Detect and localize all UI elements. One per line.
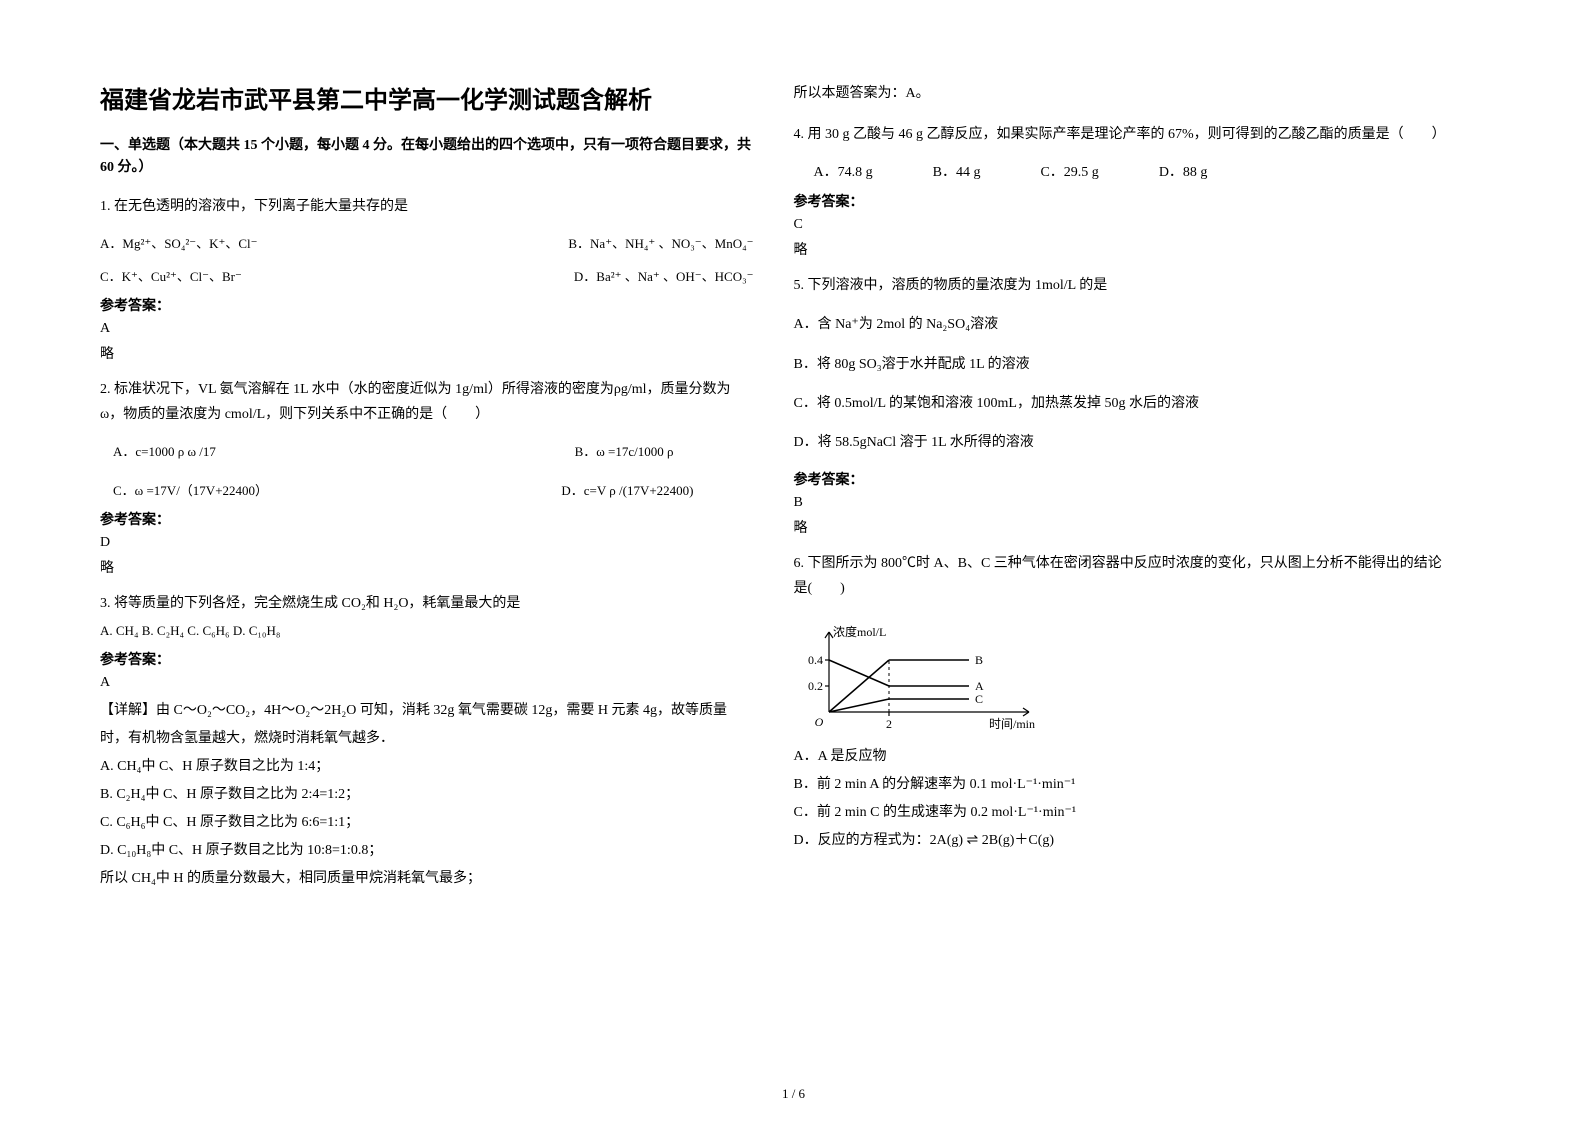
page-footer: 1 / 6 (0, 1086, 1587, 1102)
q4-note: 略 (794, 239, 1448, 259)
q6-chart: 0.2 0.4 2 BAC 浓度mol/L 时间/min O (794, 622, 1054, 732)
q6-stem: 6. 下图所示为 800℃时 A、B、C 三种气体在密闭容器中反应时浓度的变化，… (794, 551, 1448, 601)
q3-ans-label: 参考答案： (100, 649, 754, 669)
q2-optA: A．c=1000 ρ ω /17 (113, 441, 216, 460)
svg-text:C: C (975, 692, 983, 706)
q5-optD: D．将 58.5gNaCl 溶于 1L 水所得的溶液 (794, 430, 1448, 455)
svg-text:B: B (975, 653, 983, 667)
q5-optC: C．将 0.5mol/L 的某饱和溶液 100mL，加热蒸发掉 50g 水后的溶… (794, 391, 1448, 416)
q3-d2: B. C₂H₄中 C、H 原子数目之比为 2:4=1:2； (100, 781, 754, 809)
q4-optB: B．44 g (933, 161, 981, 181)
q3-d4: D. C₁₀H₈中 C、H 原子数目之比为 10:8=1:0.8； (100, 837, 754, 865)
q2-optC: C．ω =17V/（17V+22400） (113, 480, 268, 499)
q1-optC: C．K⁺、Cu²⁺、Cl⁻、Br⁻ (100, 266, 242, 285)
q4-ans: C (794, 217, 1448, 233)
q1-optB: B．Na⁺、NH₄⁺ 、NO₃⁻、MnO₄⁻ (568, 233, 753, 252)
q3-stem: 3. 将等质量的下列各烃，完全燃烧生成 CO₂和 H₂O，耗氧量最大的是 (100, 591, 754, 616)
q4-optC: C．29.5 g (1040, 161, 1098, 181)
q6-optC: C．前 2 min C 的生成速率为 0.2 mol·L⁻¹·min⁻¹ (794, 799, 1448, 827)
svg-text:O: O (814, 715, 823, 729)
q6-optD: D．反应的方程式为：2A(g) ⇌ 2B(g)＋C(g) (794, 827, 1448, 855)
q1-ans: A (100, 321, 754, 337)
q3-d5: 所以 CH₄中 H 的质量分数最大，相同质量甲烷消耗氧气最多； (100, 865, 754, 893)
section-head: 一、单选题（本大题共 15 个小题，每小题 4 分。在每小题给出的四个选项中，只… (100, 135, 754, 180)
q3-d6: 所以本题答案为：A。 (794, 80, 1448, 108)
q1-stem: 1. 在无色透明的溶液中，下列离子能大量共存的是 (100, 194, 754, 219)
page-title: 福建省龙岩市武平县第二中学高一化学测试题含解析 (100, 80, 754, 115)
svg-text:0.2: 0.2 (808, 679, 823, 693)
q3-opts: A. CH₄ B. C₂H₄ C. C₆H₆ D. C₁₀H₈ (100, 623, 754, 639)
svg-text:A: A (975, 679, 984, 693)
q4-optD: D．88 g (1159, 161, 1208, 181)
q1-ans-label: 参考答案： (100, 295, 754, 315)
q1-optD: D．Ba²⁺ 、Na⁺ 、OH⁻、HCO₃⁻ (574, 266, 754, 285)
svg-text:浓度mol/L: 浓度mol/L (833, 624, 886, 639)
q3-d3: C. C₆H₆中 C、H 原子数目之比为 6:6=1:1； (100, 809, 754, 837)
q5-optB: B．将 80g SO₃溶于水并配成 1L 的溶液 (794, 352, 1448, 377)
q2-optD: D．c=V ρ /(17V+22400) (561, 480, 693, 499)
q6-optA: A．A 是反应物 (794, 743, 1448, 771)
q5-note: 略 (794, 517, 1448, 537)
q1-note: 略 (100, 343, 754, 363)
svg-text:2: 2 (886, 717, 892, 731)
q5-optA: A．含 Na⁺为 2mol 的 Na₂SO₄溶液 (794, 312, 1448, 337)
q5-ans: B (794, 495, 1448, 511)
svg-text:时间/min: 时间/min (989, 717, 1035, 731)
q4-ans-label: 参考答案： (794, 191, 1448, 211)
q2-optB: B．ω =17c/1000 ρ (575, 441, 674, 460)
svg-text:0.4: 0.4 (808, 653, 823, 667)
q2-ans-label: 参考答案： (100, 509, 754, 529)
q2-note: 略 (100, 557, 754, 577)
q3-d0: 【详解】由 C～O₂～CO₂，4H～O₂～2H₂O 可知，消耗 32g 氧气需要… (100, 697, 754, 753)
q1-optA: A．Mg²⁺、SO₄²⁻、K⁺、Cl⁻ (100, 233, 258, 252)
q6-optB: B．前 2 min A 的分解速率为 0.1 mol·L⁻¹·min⁻¹ (794, 771, 1448, 799)
q3-ans: A (100, 675, 754, 691)
q3-d1: A. CH₄中 C、H 原子数目之比为 1:4； (100, 753, 754, 781)
q4-optA: A．74.8 g (814, 161, 873, 181)
q2-stem: 2. 标准状况下，VL 氨气溶解在 1L 水中（水的密度近似为 1g/ml）所得… (100, 377, 754, 427)
q5-stem: 5. 下列溶液中，溶质的物质的量浓度为 1mol/L 的是 (794, 273, 1448, 298)
q4-stem: 4. 用 30 g 乙酸与 46 g 乙醇反应，如果实际产率是理论产率的 67%… (794, 122, 1448, 147)
q5-ans-label: 参考答案： (794, 469, 1448, 489)
q2-ans: D (100, 535, 754, 551)
